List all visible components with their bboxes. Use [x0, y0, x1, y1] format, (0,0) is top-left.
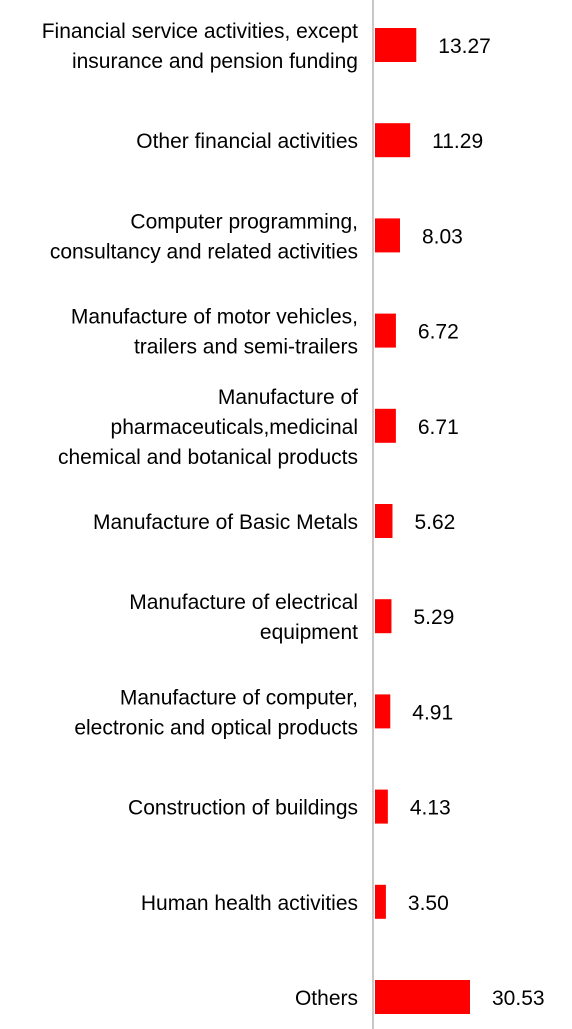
category-label: Manufacture of motor vehicles,: [71, 306, 358, 329]
category-labels-group: Financial service activities, except insu…: [42, 20, 358, 1010]
bars-group: [375, 28, 470, 1014]
bar: [375, 218, 400, 253]
value-label: 3.50: [408, 892, 449, 915]
category-label: Manufacture of computer,: [120, 686, 358, 709]
category-label: Financial service activities, except: [42, 20, 358, 43]
category-label: Computer programming,: [130, 210, 358, 233]
category-label: Manufacture of electrical: [129, 591, 358, 614]
category-label: Manufacture of: [218, 386, 358, 409]
category-label: electronic and optical products: [74, 716, 358, 739]
category-label: insurance and pension funding: [72, 50, 358, 73]
value-label: 8.03: [422, 225, 463, 248]
category-label: equipment: [260, 621, 358, 644]
bar: [375, 28, 417, 62]
value-label: 6.72: [418, 321, 459, 344]
bar: [375, 599, 392, 634]
value-labels-group: 13.27 11.29 8.03 6.72 6.71 5.62 5.29 4.91 4.13 3.…: [408, 35, 545, 1010]
value-label: 6.71: [418, 416, 459, 439]
value-label: 5.62: [414, 511, 455, 534]
category-label: consultancy and related activities: [50, 240, 358, 263]
value-label: 30.53: [492, 987, 545, 1010]
bar: [375, 789, 388, 824]
value-label: 4.91: [412, 701, 453, 724]
category-label: Human health activities: [141, 892, 358, 915]
value-label: 4.13: [410, 797, 451, 820]
category-label: Manufacture of Basic Metals: [93, 511, 358, 534]
bar: [375, 504, 393, 538]
bar: [375, 980, 470, 1014]
category-label: Other financial activities: [136, 130, 358, 153]
category-label: trailers and semi-trailers: [134, 336, 358, 359]
value-label: 13.27: [438, 35, 491, 58]
bar: [375, 313, 396, 348]
bar: [375, 694, 391, 729]
category-label: chemical and botanical products: [58, 446, 358, 469]
value-label: 5.29: [413, 606, 454, 629]
category-label: Others: [295, 987, 358, 1010]
category-label: pharmaceuticals,medicinal: [111, 416, 358, 439]
bar: [375, 123, 411, 158]
bar: [375, 408, 396, 443]
category-label: Construction of buildings: [128, 797, 358, 820]
bar: [375, 884, 386, 919]
value-label: 11.29: [432, 130, 483, 153]
